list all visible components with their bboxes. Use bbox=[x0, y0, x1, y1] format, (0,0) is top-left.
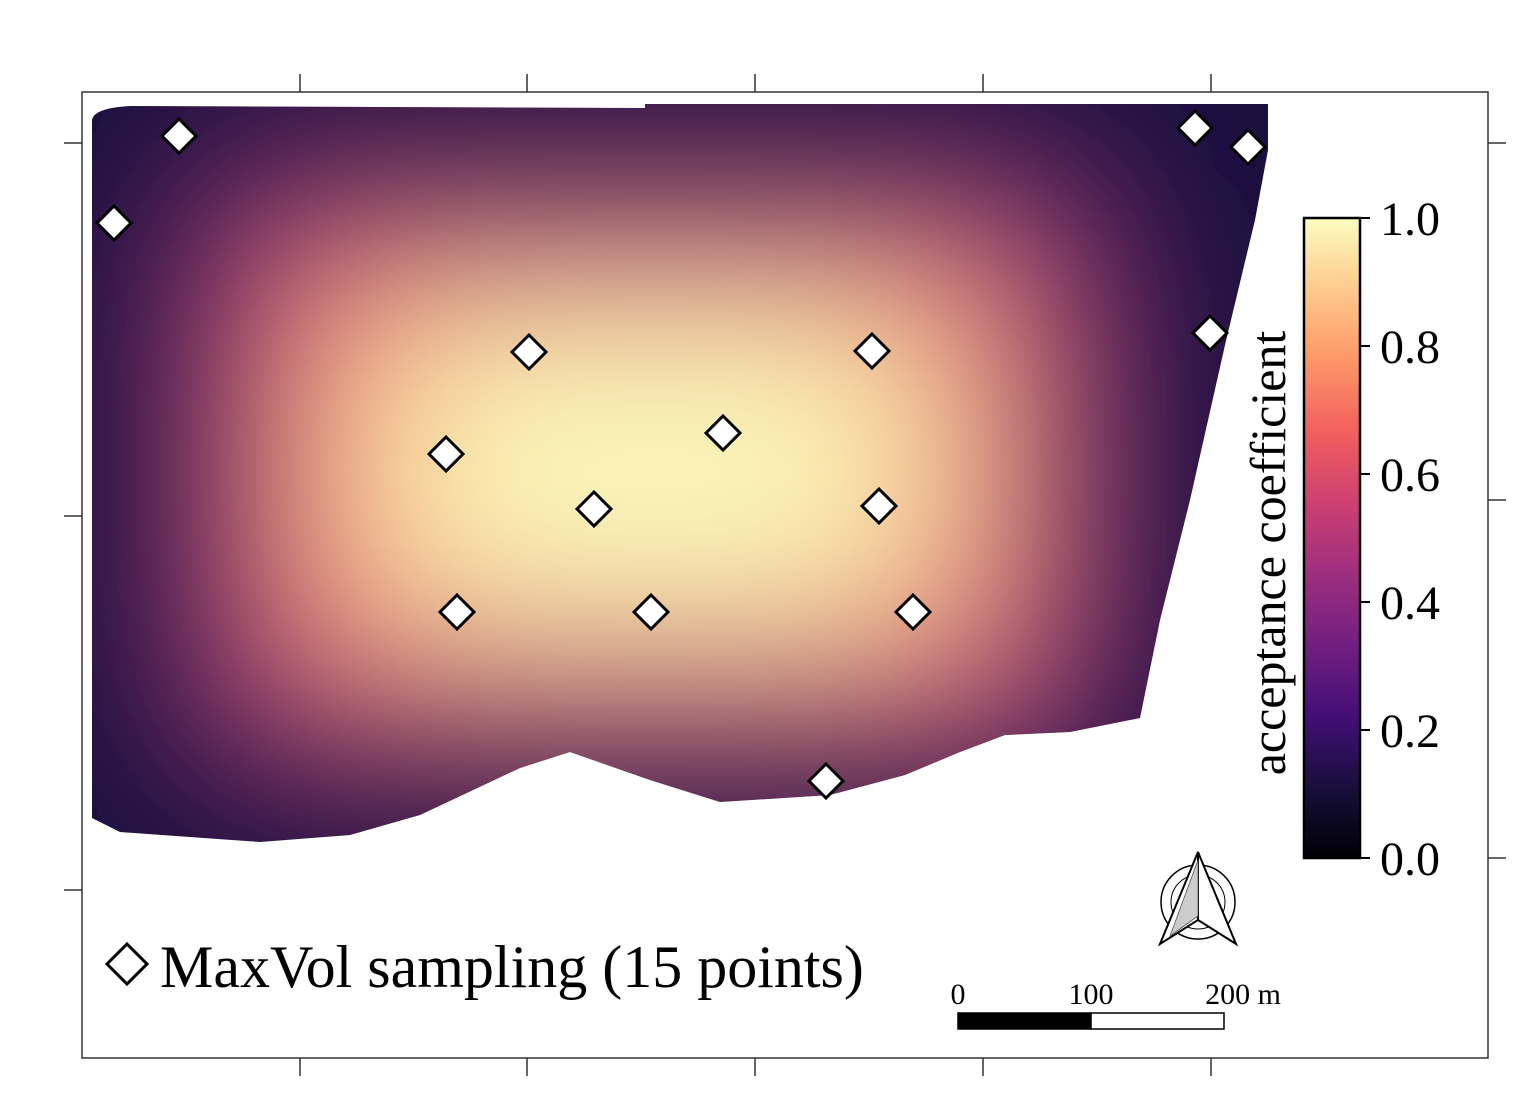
sampling-point bbox=[509, 332, 549, 372]
sampling-point bbox=[159, 116, 199, 156]
legend: MaxVol sampling (15 points) bbox=[104, 934, 864, 1000]
scale-label: 100 bbox=[1069, 978, 1114, 1011]
colorbar-tick-label: 0.6 bbox=[1380, 449, 1440, 502]
sampling-point bbox=[852, 331, 892, 371]
colorbar-tick-label: 0.4 bbox=[1380, 577, 1440, 630]
scale-label: 0 bbox=[951, 978, 966, 1011]
sampling-points bbox=[94, 108, 1268, 801]
colorbar-tick-label: 0.0 bbox=[1380, 833, 1440, 886]
north-arrow-icon bbox=[1157, 851, 1239, 947]
colorbar-tick-label: 0.8 bbox=[1380, 321, 1440, 374]
sampling-point bbox=[703, 413, 743, 453]
sampling-point bbox=[94, 203, 134, 243]
colorbar-label: acceptance coefficient bbox=[1240, 331, 1296, 776]
sampling-point bbox=[806, 761, 846, 801]
sampling-point bbox=[893, 592, 933, 632]
scale-bar: 0 100 200 m bbox=[951, 978, 1281, 1030]
sampling-point bbox=[426, 434, 466, 474]
sampling-point bbox=[437, 592, 477, 632]
sampling-point bbox=[1228, 127, 1268, 167]
frame-ticks bbox=[64, 74, 1506, 1076]
sampling-point bbox=[859, 486, 899, 526]
sampling-point bbox=[1190, 313, 1230, 353]
colorbar-tick-label: 1.0 bbox=[1380, 193, 1440, 246]
legend-marker-icon bbox=[104, 941, 150, 987]
legend-label: MaxVol sampling (15 points) bbox=[160, 934, 864, 1000]
colorbar-gradient bbox=[1302, 216, 1362, 860]
sampling-point bbox=[1175, 108, 1215, 148]
sampling-point bbox=[574, 489, 614, 529]
colorbar-tick-label: 0.2 bbox=[1380, 705, 1440, 758]
map-frame bbox=[81, 91, 1489, 1059]
colorbar: 1.0 0.8 0.6 0.4 0.2 0.0 acceptance coeff… bbox=[1240, 193, 1440, 886]
sampling-point bbox=[631, 592, 671, 632]
scale-label: 200 m bbox=[1205, 978, 1281, 1011]
